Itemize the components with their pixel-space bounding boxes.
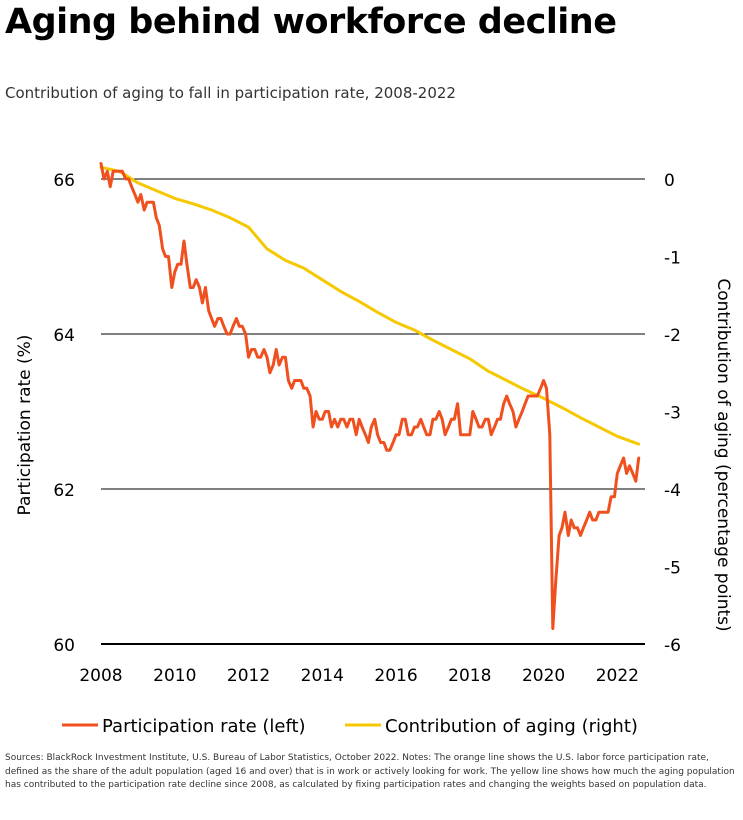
- legend-label-participation: Participation rate (left): [102, 716, 306, 737]
- x-axis-ticks: 2008 2010 2012 2014 2016 2018 2020 2022: [79, 666, 639, 686]
- x-tick-label: 2022: [596, 666, 639, 686]
- sources-note: Sources: BlackRock Investment Institute,…: [5, 753, 735, 790]
- x-tick-label: 2016: [374, 666, 417, 686]
- participation-rate-line: [99, 162, 641, 630]
- right-tick-label: 0: [664, 171, 675, 191]
- right-tick-label: -2: [664, 326, 681, 346]
- x-tick-label: 2014: [301, 666, 344, 686]
- aging-contribution-line: [99, 165, 641, 446]
- left-tick-label: 64: [53, 326, 75, 346]
- left-axis-label: Participation rate (%): [15, 335, 35, 516]
- right-tick-label: -3: [664, 404, 681, 424]
- legend: Participation rate (left) Contribution o…: [62, 716, 638, 737]
- chart-title: Aging behind workforce decline: [5, 2, 617, 42]
- right-axis-ticks: 0 -1 -2 -3 -4 -5 -6: [664, 171, 681, 656]
- x-tick-label: 2010: [153, 666, 196, 686]
- right-tick-label: -4: [664, 481, 681, 501]
- left-axis-ticks: 60 62 64 66: [53, 171, 75, 656]
- right-tick-label: -1: [664, 249, 681, 269]
- right-axis-label: Contribution of aging (percentage points…: [713, 278, 733, 631]
- right-tick-label: -5: [664, 559, 681, 579]
- chart-subtitle: Contribution of aging to fall in partici…: [5, 84, 456, 102]
- gridlines: [101, 178, 645, 645]
- x-tick-label: 2008: [79, 666, 122, 686]
- left-tick-label: 66: [53, 171, 75, 191]
- x-tick-label: 2018: [448, 666, 491, 686]
- x-tick-label: 2012: [227, 666, 270, 686]
- legend-label-aging: Contribution of aging (right): [385, 716, 638, 737]
- series-lines: [99, 162, 641, 630]
- right-tick-label: -6: [664, 636, 681, 656]
- left-tick-label: 60: [53, 636, 75, 656]
- x-tick-label: 2020: [522, 666, 565, 686]
- left-tick-label: 62: [53, 481, 75, 501]
